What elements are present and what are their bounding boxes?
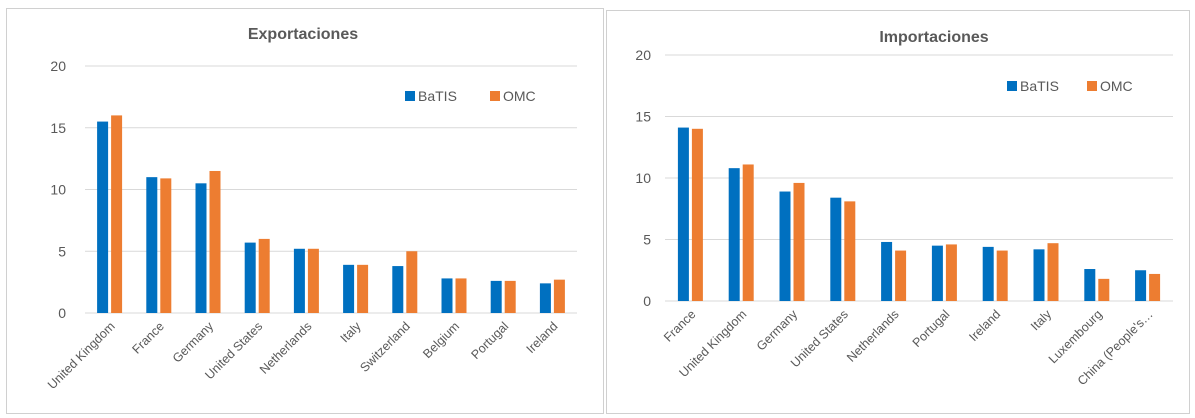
bar-omc [258, 238, 270, 313]
x-category-label: Ireland [966, 307, 1003, 344]
y-tick-label: 5 [643, 232, 651, 248]
bar-batis [490, 280, 502, 313]
bar-omc [504, 280, 516, 313]
x-category-label: Ireland [524, 319, 561, 356]
bar-batis [1033, 249, 1045, 301]
y-tick-label: 0 [643, 293, 651, 309]
bar-batis [244, 242, 256, 313]
bar-omc [209, 170, 221, 313]
bar-omc [1098, 278, 1110, 301]
y-tick-label: 10 [635, 170, 651, 186]
legend-swatch-omc [1087, 81, 1097, 91]
y-tick-label: 20 [635, 47, 651, 63]
x-category-label: Netherlands [844, 307, 902, 365]
y-tick-label: 5 [58, 243, 66, 259]
bar-omc [691, 128, 703, 301]
x-category-label: Italy [338, 319, 365, 346]
legend-swatch-omc [490, 91, 500, 101]
legend-label-omc: OMC [503, 88, 536, 104]
legend-label-omc: OMC [1100, 78, 1133, 94]
y-tick-label: 10 [50, 182, 66, 198]
bar-batis [1084, 269, 1096, 301]
bar-batis [881, 241, 893, 301]
bar-batis [146, 177, 158, 313]
bar-omc [406, 251, 418, 313]
y-tick-label: 20 [50, 58, 66, 74]
bar-omc [160, 178, 172, 313]
bar-omc [553, 279, 565, 313]
x-category-label: Germany [754, 307, 801, 354]
exports-chart-panel: Exportaciones 0 5 10 15 20 United Kingdom Franc… [6, 8, 604, 414]
exports-chart: Exportaciones 0 5 10 15 20 United Kingdom Franc… [45, 26, 577, 392]
legend-swatch-batis [405, 91, 415, 101]
bar-batis [539, 283, 551, 313]
bar-omc [357, 264, 369, 313]
x-category-label: France [130, 319, 167, 356]
y-tick-label: 0 [58, 305, 66, 321]
chart-title: Exportaciones [248, 26, 358, 43]
legend-swatch-batis [1007, 81, 1017, 91]
bar-batis [728, 168, 740, 301]
bar-omc [844, 201, 856, 301]
bar-omc [1047, 243, 1059, 301]
bar-batis [392, 266, 404, 313]
bar-batis [195, 183, 207, 313]
x-category-label: France [661, 307, 698, 344]
bar-omc [996, 250, 1008, 301]
bar-batis [677, 127, 689, 301]
x-category-label: Switzerland [357, 319, 413, 375]
bar-omc [793, 182, 805, 301]
bar-batis [1135, 270, 1147, 301]
x-category-label: Portugal [910, 307, 953, 350]
bar-batis [293, 248, 305, 313]
bar-omc [111, 115, 123, 314]
imports-chart-panel: Importaciones 0 5 10 15 20 France United Kingdo… [606, 10, 1190, 414]
y-tick-label: 15 [635, 109, 651, 125]
x-category-label: Belgium [420, 319, 462, 361]
y-tick-label: 15 [50, 120, 66, 136]
bar-omc [895, 250, 907, 301]
bar-batis [779, 191, 791, 301]
bar-batis [343, 264, 355, 313]
chart-title: Importaciones [879, 29, 988, 46]
bar-omc [742, 164, 754, 301]
legend-label-batis: BaTIS [418, 88, 457, 104]
bar-batis [97, 121, 109, 313]
bar-omc [455, 278, 467, 313]
bar-batis [830, 197, 842, 301]
x-category-label: Netherlands [257, 319, 315, 377]
legend-label-batis: BaTIS [1020, 78, 1059, 94]
x-category-label: Germany [170, 319, 217, 366]
bar-omc [945, 244, 957, 301]
x-category-label: Portugal [468, 319, 511, 362]
x-category-label: Italy [1028, 307, 1055, 334]
bar-omc [307, 248, 319, 313]
bar-omc [1149, 273, 1161, 301]
x-category-label: United Kingdom [45, 319, 118, 392]
bar-batis [441, 278, 453, 313]
bar-batis [931, 245, 943, 301]
bar-batis [982, 246, 994, 301]
